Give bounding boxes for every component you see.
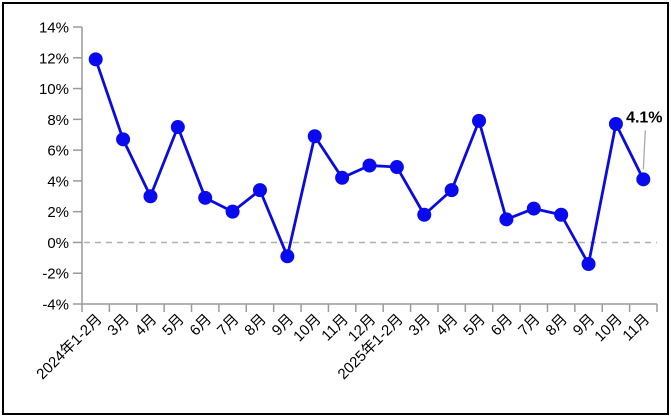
data-point [581,256,596,271]
y-axis-label: 0% [47,235,69,252]
y-axis-label: -2% [42,266,69,283]
x-axis-label: 10月 [591,311,625,345]
y-axis-label: 4% [47,173,69,190]
x-axis-label: 10月 [290,311,324,345]
y-axis-label: 2% [47,204,69,221]
x-axis-label: 8月 [241,311,270,340]
data-point [198,190,213,205]
x-axis-label: 11月 [619,311,653,345]
x-axis-label: 7月 [515,311,544,340]
x-axis-label: 6月 [488,311,517,340]
y-axis-label: 12% [39,50,69,67]
data-point [472,113,487,128]
x-axis-label: 3月 [406,311,435,340]
data-point [280,249,295,264]
x-axis-label: 2024年1-2月 [33,311,105,383]
annotation-label: 4.1% [626,109,662,126]
data-point [143,189,158,204]
y-axis-label: 10% [39,81,69,98]
annotation-leader-line [642,130,646,170]
data-point [499,212,514,227]
y-axis-label: 14% [39,20,69,37]
x-axis-label: 6月 [187,311,216,340]
data-point [554,207,569,222]
y-axis-label: 6% [47,143,69,160]
x-axis-label: 8月 [542,311,571,340]
data-point [170,120,185,135]
data-point [225,204,240,219]
x-axis-label: 5月 [159,311,188,340]
data-point [116,132,131,147]
data-point [335,170,350,185]
x-axis-label: 3月 [104,311,133,340]
data-point [444,183,459,198]
x-axis-label: 7月 [214,311,243,340]
data-point [526,201,541,216]
y-axis-label: -4% [42,297,69,314]
data-point [307,129,322,144]
x-axis-label: 11月 [318,311,352,345]
data-point [608,116,623,131]
x-axis-label: 4月 [433,311,462,340]
x-axis-label: 4月 [132,311,161,340]
data-point [389,160,404,175]
x-axis-label: 5月 [460,311,489,340]
data-point [362,158,377,173]
data-point [88,52,103,67]
data-point [252,183,267,198]
data-point [636,172,651,187]
data-point [417,207,432,222]
y-axis-label: 8% [47,112,69,129]
